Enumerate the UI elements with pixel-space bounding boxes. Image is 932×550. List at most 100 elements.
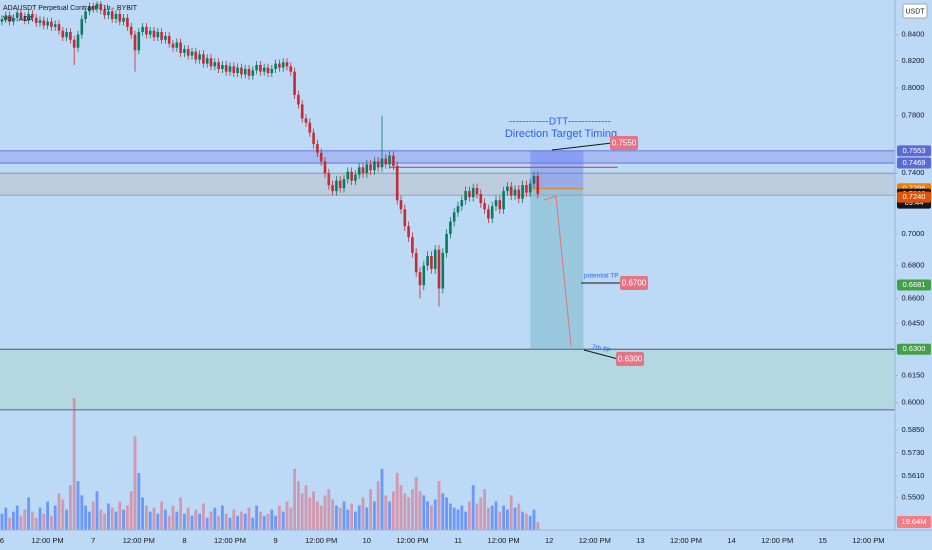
candle-body <box>69 31 72 40</box>
candle-body <box>297 94 300 105</box>
tp1-text: potential TP <box>584 273 619 280</box>
candle-body <box>430 256 433 269</box>
x-tick-label: 12:00 PM <box>488 536 520 545</box>
y-tick-label: 0.5850 <box>902 425 925 434</box>
price-label: 0.7553 <box>903 146 926 155</box>
stop-label: 0.7550 <box>612 139 637 148</box>
candle-body <box>228 66 232 72</box>
x-tick-label: 15 <box>819 536 827 545</box>
volume-bar <box>460 505 464 530</box>
volume-bar <box>509 495 513 530</box>
candle-body <box>300 104 304 119</box>
volume-bar <box>160 501 163 530</box>
candle-body <box>521 185 524 199</box>
volume-bar <box>270 509 274 530</box>
candle-body <box>327 173 331 186</box>
candle-body <box>213 62 217 67</box>
volume-bar <box>513 507 517 530</box>
zone <box>0 173 895 196</box>
candle-body <box>323 161 327 174</box>
candle-body <box>240 67 243 75</box>
volume-bar <box>50 515 53 530</box>
volume-bar <box>194 509 198 530</box>
candle-body <box>0 19 4 22</box>
x-tick-label: 12:00 PM <box>123 536 155 545</box>
volume-bar <box>99 509 103 530</box>
volume-bar <box>110 507 114 530</box>
unit-box[interactable] <box>902 3 928 19</box>
volume-bar <box>224 513 228 530</box>
candle-body <box>137 31 141 51</box>
volume-bar <box>4 507 8 530</box>
candle-body <box>15 12 19 18</box>
candle-body <box>308 122 312 133</box>
volume-bar <box>502 505 505 530</box>
candle-body <box>331 185 334 192</box>
volume-bar <box>122 509 125 530</box>
volume-bar <box>388 501 391 530</box>
y-tick-label: 0.6600 <box>902 293 925 302</box>
volume-bar <box>84 505 87 530</box>
y-tick-label: 0.8000 <box>902 83 925 92</box>
candle-body <box>289 66 293 72</box>
tp2-label: 0.6300 <box>618 355 643 364</box>
price-label: 0.6681 <box>903 280 926 289</box>
volume-bar <box>156 513 160 530</box>
candle-body <box>494 200 498 207</box>
candle-body <box>456 206 460 213</box>
candle-body <box>145 26 148 35</box>
price-label-box <box>897 191 931 203</box>
volume-bar <box>327 489 331 530</box>
candle-body <box>224 64 228 72</box>
candle-body <box>399 200 403 210</box>
volume-bar <box>395 472 399 530</box>
volume-bar <box>202 503 205 530</box>
volume-bar <box>517 503 521 530</box>
volume-bar <box>312 491 315 530</box>
candle-body <box>12 17 15 22</box>
volume-bar <box>247 507 251 530</box>
candle-body <box>167 35 171 44</box>
volume-bar <box>183 513 186 530</box>
candle-body <box>475 188 479 195</box>
candle-body <box>148 30 152 35</box>
candle-body <box>209 58 213 67</box>
volume-bar <box>274 515 277 530</box>
candle-body <box>183 49 186 53</box>
candle-body <box>426 256 429 266</box>
candle-body <box>437 249 441 289</box>
volume-bar <box>243 513 247 530</box>
candle-body <box>232 66 236 74</box>
volume-bar <box>483 489 486 530</box>
candle-body <box>110 11 114 20</box>
volume-bar <box>240 511 243 530</box>
volume-bar <box>342 501 346 530</box>
volume-bar <box>479 497 483 530</box>
projection-arrow <box>543 195 572 347</box>
candle-body <box>262 67 266 72</box>
annotation-dtt: ------------DTT------------- <box>509 117 611 128</box>
candle-body <box>471 188 475 198</box>
candle-body <box>418 272 422 286</box>
volume-bar <box>221 505 224 530</box>
candle-body <box>342 179 346 189</box>
volume-bar <box>198 513 201 530</box>
candle-body <box>247 68 251 76</box>
price-label-box <box>897 343 931 355</box>
volume-bar <box>175 511 179 530</box>
volume-bar <box>441 493 445 530</box>
x-tick-label: 9 <box>274 536 278 545</box>
label-box <box>620 276 648 290</box>
candle-body <box>266 67 270 74</box>
volume-bar <box>418 491 422 530</box>
volume-bar <box>350 503 353 530</box>
candle-body <box>171 43 175 48</box>
candle-body <box>517 189 521 199</box>
volume-bar <box>293 468 296 530</box>
candle-body <box>156 31 160 38</box>
volume-bar <box>426 501 429 530</box>
volume-bar <box>384 495 388 530</box>
candle-body <box>84 11 87 20</box>
x-tick-label: 12:00 PM <box>396 536 428 545</box>
candle-body <box>433 249 437 269</box>
